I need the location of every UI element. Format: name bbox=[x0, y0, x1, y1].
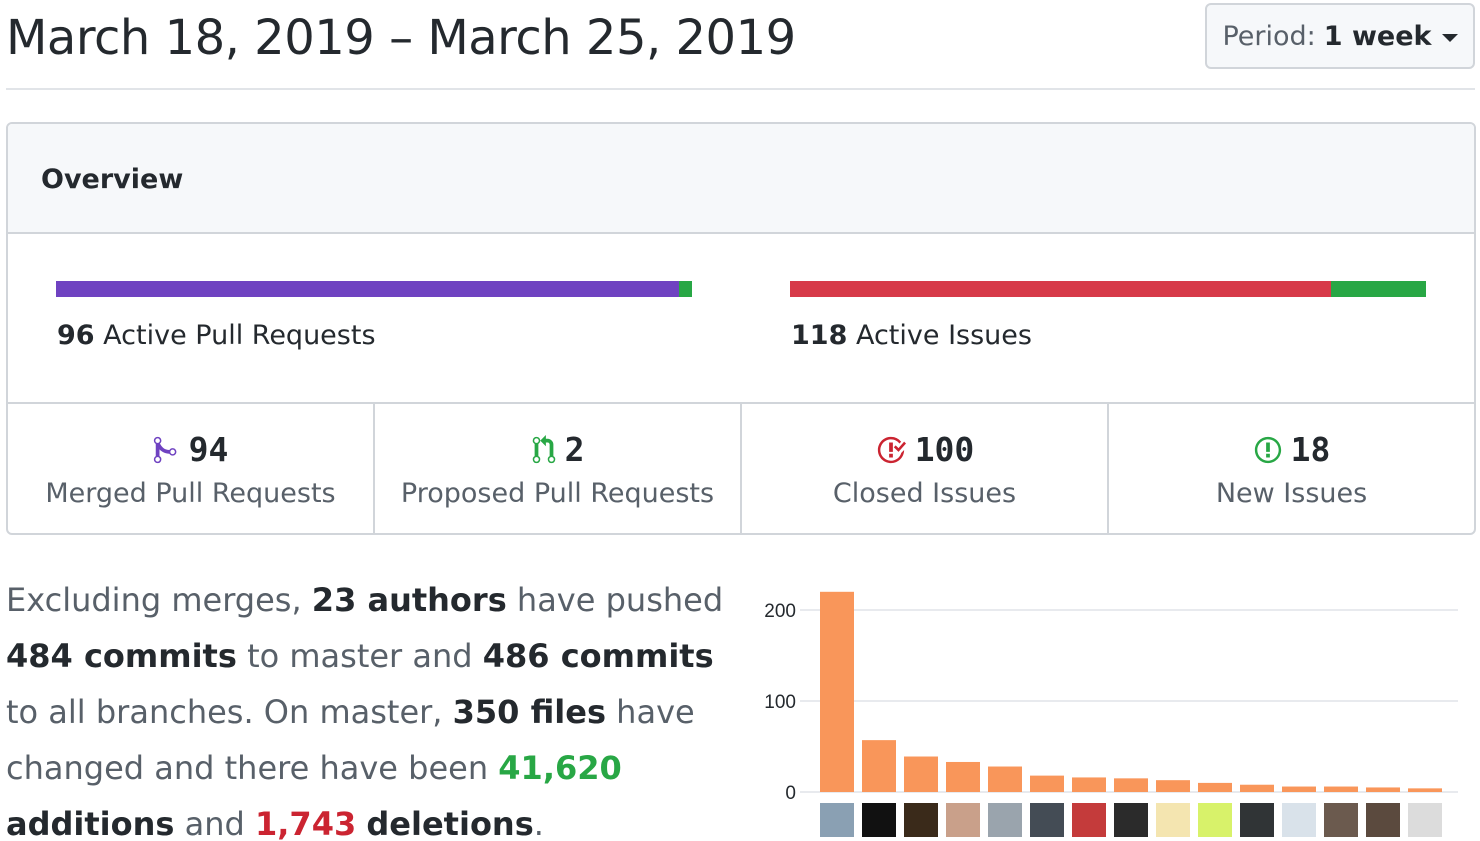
avatar[interactable] bbox=[1156, 803, 1190, 837]
commit-summary: Excluding merges, 23 authors have pushed… bbox=[6, 572, 726, 841]
y-tick-label: 100 bbox=[764, 692, 796, 713]
commits-master-count: 484 commits bbox=[6, 637, 237, 675]
author-commit-bar[interactable] bbox=[1240, 784, 1274, 792]
avatar[interactable] bbox=[862, 803, 896, 837]
avatar[interactable] bbox=[946, 803, 980, 837]
author-commit-bar[interactable] bbox=[904, 756, 938, 792]
author-avatars bbox=[820, 803, 1460, 837]
avatar[interactable] bbox=[1282, 803, 1316, 837]
avatar[interactable] bbox=[904, 803, 938, 837]
summary-text: have changed and there have been bbox=[6, 693, 695, 787]
author-commit-bar[interactable] bbox=[1156, 780, 1190, 792]
author-commit-bar[interactable] bbox=[1198, 782, 1232, 792]
commits-all-count: 486 commits bbox=[482, 637, 714, 675]
additions-word: additions bbox=[6, 805, 175, 841]
header-divider bbox=[6, 88, 1475, 90]
author-commit-bar[interactable] bbox=[862, 740, 896, 792]
author-commit-bar[interactable] bbox=[1282, 786, 1316, 792]
files-changed-count: 350 files bbox=[452, 693, 606, 731]
overview-stats: 94 Merged Pull Requests 2 Proposed Pull … bbox=[8, 402, 1474, 533]
author-commit-bar[interactable] bbox=[946, 761, 980, 792]
avatar[interactable] bbox=[820, 803, 854, 837]
summary-text: to all branches. On master, bbox=[6, 693, 453, 731]
merged-pull-requests-count: 94 bbox=[188, 430, 229, 469]
author-commit-bar[interactable] bbox=[1114, 778, 1148, 792]
authors-count: 23 authors bbox=[311, 581, 507, 619]
new-issues-count: 18 bbox=[1290, 430, 1331, 469]
merged-segment bbox=[56, 281, 680, 297]
issue-opened-icon bbox=[1254, 436, 1281, 463]
pull-requests-progress-bar[interactable] bbox=[56, 281, 692, 297]
git-merge-icon bbox=[153, 436, 176, 463]
closed-segment bbox=[790, 281, 1331, 297]
avatar[interactable] bbox=[1198, 803, 1232, 837]
period-label: Period: bbox=[1222, 20, 1316, 52]
y-tick-label: 200 bbox=[764, 601, 796, 622]
stat-new-issues[interactable]: 18 New Issues bbox=[1109, 404, 1474, 533]
proposed-pull-requests-label: Proposed Pull Requests bbox=[400, 478, 715, 509]
summary-text: to master and bbox=[236, 637, 483, 675]
closed-issues-label: Closed Issues bbox=[832, 478, 1017, 509]
active-issues-text: Active Issues bbox=[855, 320, 1032, 351]
new-segment bbox=[1330, 281, 1426, 297]
new-issues-label: New Issues bbox=[1215, 478, 1368, 509]
avatar[interactable] bbox=[1072, 803, 1106, 837]
overview-header: Overview bbox=[8, 124, 1474, 234]
avatar[interactable] bbox=[988, 803, 1022, 837]
deletions-count: 1,743 bbox=[255, 805, 357, 841]
commits-by-author-chart: 200 100 0 bbox=[764, 591, 1458, 804]
active-issues-count: 118 bbox=[791, 320, 848, 351]
caret-down-icon bbox=[1441, 34, 1458, 42]
summary-text: have pushed bbox=[506, 581, 724, 619]
active-pull-requests-count: 96 bbox=[57, 320, 95, 351]
stat-proposed-pull-requests[interactable]: 2 Proposed Pull Requests bbox=[375, 404, 742, 533]
overview-panel: Overview 96 Active Pull Requests 118 Act… bbox=[6, 122, 1476, 535]
period-value: 1 week bbox=[1323, 20, 1432, 52]
stat-closed-issues[interactable]: 100 Closed Issues bbox=[742, 404, 1109, 533]
avatar[interactable] bbox=[1408, 803, 1442, 837]
stat-merged-pull-requests[interactable]: 94 Merged Pull Requests bbox=[8, 404, 375, 533]
active-pull-requests-label[interactable]: 96 Active Pull Requests bbox=[57, 320, 376, 351]
avatar[interactable] bbox=[1324, 803, 1358, 837]
deletions-word: deletions bbox=[366, 805, 534, 841]
active-pull-requests-text: Active Pull Requests bbox=[103, 320, 376, 351]
summary-text: and bbox=[174, 805, 255, 841]
active-issues-label[interactable]: 118 Active Issues bbox=[791, 320, 1032, 351]
avatar[interactable] bbox=[1030, 803, 1064, 837]
avatar[interactable] bbox=[1240, 803, 1274, 837]
y-tick-label: 0 bbox=[785, 783, 796, 804]
git-pull-request-icon bbox=[532, 434, 555, 463]
avatar[interactable] bbox=[1114, 803, 1148, 837]
summary-text: . bbox=[533, 805, 544, 841]
additions-count: 41,620 bbox=[498, 749, 622, 787]
author-commit-bar[interactable] bbox=[820, 591, 854, 792]
overview-title: Overview bbox=[41, 164, 184, 195]
merged-pull-requests-label: Merged Pull Requests bbox=[45, 478, 336, 509]
summary-text: Excluding merges, bbox=[6, 581, 312, 619]
issue-closed-icon bbox=[877, 436, 906, 463]
proposed-pull-requests-count: 2 bbox=[564, 430, 585, 469]
author-commit-bar[interactable] bbox=[1324, 786, 1358, 792]
avatar[interactable] bbox=[1366, 803, 1400, 837]
author-commit-bar[interactable] bbox=[1072, 777, 1106, 792]
proposed-segment bbox=[679, 281, 692, 297]
closed-issues-count: 100 bbox=[914, 430, 975, 469]
author-commit-bar[interactable] bbox=[1030, 775, 1064, 792]
author-commit-bar[interactable] bbox=[988, 766, 1022, 792]
page-header: March 18, 2019 – March 25, 2019 Period: … bbox=[0, 0, 1480, 90]
author-commit-bar[interactable] bbox=[1366, 787, 1400, 792]
period-dropdown-button[interactable]: Period: 1 week bbox=[1205, 3, 1475, 69]
author-commit-bar[interactable] bbox=[1408, 788, 1442, 792]
page-title: March 18, 2019 – March 25, 2019 bbox=[6, 10, 796, 66]
issues-progress-bar[interactable] bbox=[790, 281, 1426, 297]
